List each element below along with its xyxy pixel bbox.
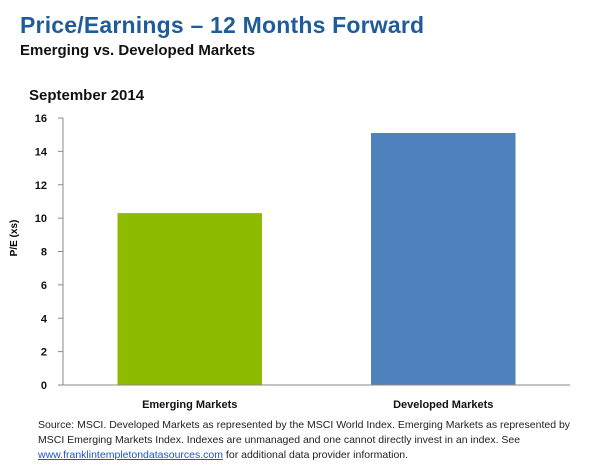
data-sources-link[interactable]: www.franklintempletondatasources.com [38, 449, 224, 461]
y-axis: 0 2 4 6 8 10 12 14 16 [35, 113, 64, 392]
y-tick-label: 14 [35, 146, 48, 158]
x-tick-label: Developed Markets [393, 399, 493, 411]
footnote-text: Source: MSCI. Developed Markets as repre… [38, 419, 571, 446]
bar-developed-markets [371, 133, 516, 385]
y-axis-label: P/E (xs) [9, 220, 20, 257]
footnote-text-end: for additional data provider information… [223, 449, 409, 461]
x-axis: Emerging Markets Developed Markets [63, 384, 570, 411]
period-label: September 2014 [29, 87, 145, 104]
x-tick-label: Emerging Markets [142, 399, 237, 411]
y-tick-label: 0 [41, 380, 47, 392]
y-tick-label: 8 [41, 247, 47, 259]
y-tick-label: 10 [35, 213, 47, 225]
bar-emerging-markets [117, 213, 262, 385]
bar-chart: 0 2 4 6 8 10 12 14 16 Emerging Markets Developed … [9, 113, 570, 411]
y-tick-label: 16 [35, 113, 47, 125]
bars-group [117, 133, 516, 385]
y-tick-label: 4 [41, 313, 48, 325]
y-tick-label: 2 [41, 347, 47, 359]
y-tick-label: 12 [35, 180, 47, 192]
source-footnote: Source: MSCI. Developed Markets as repre… [38, 418, 578, 463]
chart-title: Price/Earnings – 12 Months Forward [20, 12, 425, 38]
y-tick-label: 6 [41, 280, 47, 292]
chart-subtitle: Emerging vs. Developed Markets [20, 42, 256, 59]
